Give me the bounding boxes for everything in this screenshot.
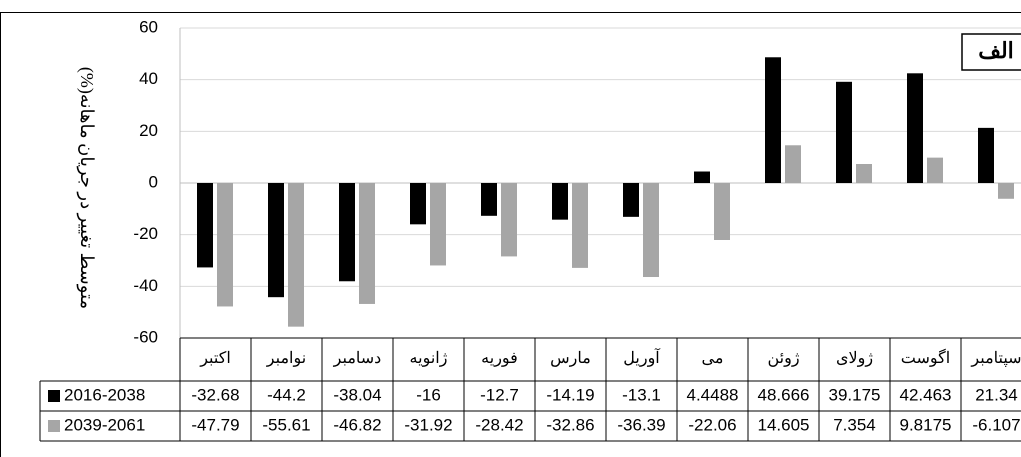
x-tick-label: نوامبر <box>266 350 306 367</box>
x-tick-label: سپتامبر <box>970 350 1021 367</box>
table-value: -36.39 <box>617 415 665 434</box>
table-value: 48.666 <box>758 385 810 404</box>
table-value: 39.175 <box>829 385 881 404</box>
x-tick-label: ژانویه <box>410 350 448 367</box>
legend-label: 2039-2061 <box>64 415 145 434</box>
y-axis-title: متوسط تغییر در جریان ماهانه(%) <box>76 67 97 309</box>
bar <box>197 183 213 268</box>
bar <box>359 183 375 304</box>
table-value: 14.605 <box>758 415 810 434</box>
y-tick-label: -20 <box>133 224 158 243</box>
x-tick-label: ژوئن <box>767 350 799 367</box>
legend-key <box>48 390 60 402</box>
x-tick-label: می <box>702 350 724 367</box>
bar <box>836 81 852 183</box>
y-tick-label: -60 <box>133 327 158 346</box>
y-tick-label: 40 <box>139 69 158 88</box>
table-value: -32.68 <box>191 385 239 404</box>
table-value: 42.463 <box>900 385 952 404</box>
legend-label: 2016-2038 <box>64 385 145 404</box>
panel-label: الف <box>978 38 1014 63</box>
table-value: -47.79 <box>191 415 239 434</box>
bar <box>978 127 994 183</box>
table-value: 4.4488 <box>687 385 739 404</box>
bar <box>765 57 781 184</box>
x-tick-label: مارس <box>550 350 591 367</box>
bar <box>410 183 426 225</box>
table-value: -13.1 <box>622 385 661 404</box>
bar <box>785 145 801 183</box>
bar <box>552 183 568 220</box>
table-value: -32.86 <box>546 415 594 434</box>
bar <box>907 73 923 183</box>
x-tick-label: اکتبر <box>199 350 231 367</box>
bar <box>268 183 284 298</box>
bar <box>572 183 588 268</box>
table-value: -44.2 <box>267 385 306 404</box>
table-value: -22.06 <box>688 415 736 434</box>
table-value: -12.7 <box>480 385 519 404</box>
chart-border <box>0 12 1021 457</box>
bar <box>217 183 233 307</box>
bar <box>643 183 659 278</box>
bar <box>501 183 517 257</box>
bar <box>430 183 446 266</box>
legend-key <box>48 420 60 432</box>
bar <box>339 183 355 282</box>
bar <box>694 171 710 183</box>
table-value: -46.82 <box>333 415 381 434</box>
x-tick-label: فوریه <box>481 350 518 367</box>
table-value: 21.34 <box>975 385 1018 404</box>
x-tick-label: دسامبر <box>333 350 382 367</box>
table-value: -6.107 <box>972 415 1020 434</box>
bar <box>998 183 1014 199</box>
bar <box>481 183 497 216</box>
x-tick-label: آوریل <box>623 347 661 367</box>
x-tick-label: اگوست <box>901 348 950 367</box>
y-tick-label: 60 <box>139 17 158 36</box>
table-value: -16 <box>416 385 441 404</box>
table-value: 7.354 <box>833 415 876 434</box>
table-value: 9.8175 <box>900 415 952 434</box>
y-tick-label: 0 <box>149 172 158 191</box>
table-value: -55.61 <box>262 415 310 434</box>
y-tick-label: 20 <box>139 121 158 140</box>
x-tick-label: ژولای <box>836 350 873 367</box>
bar <box>927 157 943 183</box>
table-value: -28.42 <box>475 415 523 434</box>
table-value: -31.92 <box>404 415 452 434</box>
bar <box>856 164 872 183</box>
table-value: -14.19 <box>546 385 594 404</box>
panel-label-box <box>961 33 1021 71</box>
bar <box>288 183 304 327</box>
y-tick-label: -40 <box>133 276 158 295</box>
bar <box>714 183 730 240</box>
table-value: -38.04 <box>333 385 381 404</box>
bar <box>623 183 639 217</box>
